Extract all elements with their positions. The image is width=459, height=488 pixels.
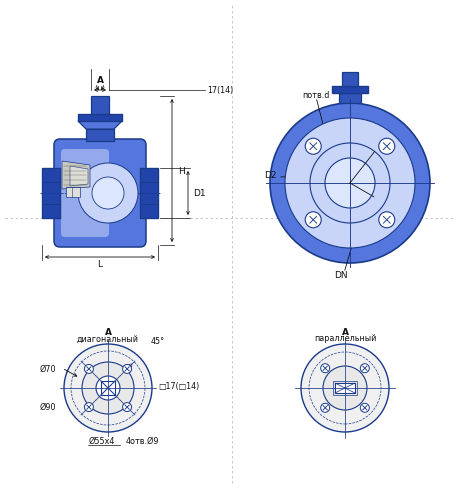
Circle shape (123, 365, 131, 374)
Text: L: L (97, 260, 102, 269)
Bar (91, 97, 109, 115)
Circle shape (269, 104, 429, 264)
Circle shape (322, 366, 366, 410)
Polygon shape (62, 162, 90, 190)
Circle shape (84, 365, 93, 374)
Text: Ø70: Ø70 (39, 364, 56, 373)
Circle shape (82, 362, 134, 414)
Circle shape (359, 364, 369, 373)
Text: A: A (104, 328, 111, 337)
Circle shape (305, 212, 320, 228)
Circle shape (300, 345, 388, 432)
Text: A: A (341, 328, 348, 337)
Circle shape (309, 143, 389, 224)
Text: диагональный: диагональный (77, 334, 139, 343)
Circle shape (325, 159, 374, 208)
Bar (78, 115, 122, 122)
Circle shape (285, 119, 414, 248)
Text: □17(□14): □17(□14) (157, 382, 199, 391)
Text: 4отв.Ø9: 4отв.Ø9 (126, 436, 159, 445)
Text: A: A (96, 76, 103, 85)
Text: параллельный: параллельный (313, 334, 375, 343)
Circle shape (92, 178, 124, 209)
Text: Ø90: Ø90 (39, 402, 56, 411)
Bar (341, 73, 357, 87)
Bar (86, 130, 114, 142)
Text: D2: D2 (263, 171, 276, 180)
Text: DN: DN (333, 271, 347, 280)
Text: 17(14): 17(14) (207, 86, 233, 95)
Circle shape (320, 404, 329, 412)
FancyBboxPatch shape (54, 140, 146, 247)
Text: 45°: 45° (151, 337, 165, 346)
Text: Ø55x4: Ø55x4 (89, 436, 115, 445)
Circle shape (123, 403, 131, 412)
Bar (140, 169, 157, 219)
Circle shape (96, 376, 120, 400)
Circle shape (305, 139, 320, 155)
Bar (42, 169, 60, 219)
Polygon shape (70, 167, 88, 186)
Text: D1: D1 (193, 189, 205, 198)
Circle shape (64, 345, 151, 432)
Bar (331, 87, 367, 94)
Polygon shape (78, 122, 122, 130)
Circle shape (359, 404, 369, 412)
FancyBboxPatch shape (61, 150, 109, 238)
Text: потв.d: потв.d (302, 91, 329, 101)
Bar (332, 381, 356, 395)
Bar (338, 94, 360, 104)
Bar (334, 383, 354, 393)
Bar (101, 381, 115, 395)
Circle shape (84, 403, 93, 412)
Text: H: H (178, 167, 185, 176)
Circle shape (320, 364, 329, 373)
Circle shape (378, 139, 394, 155)
Bar (66, 187, 80, 198)
Circle shape (78, 163, 138, 224)
Circle shape (378, 212, 394, 228)
